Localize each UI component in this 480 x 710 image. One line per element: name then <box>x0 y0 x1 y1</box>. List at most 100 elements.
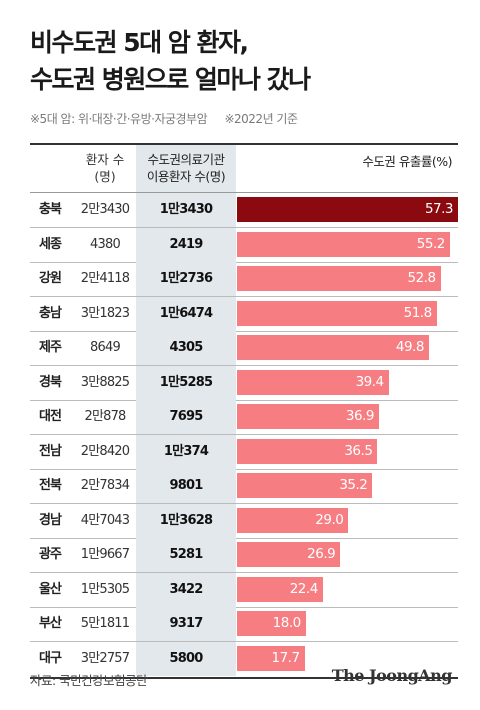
rate-bar: 22.4 <box>237 576 323 602</box>
rate-bar: 52.8 <box>237 266 441 291</box>
table-row: 전남 2만8420 1만374 36.5 <box>30 434 458 469</box>
table-row: 제주 8649 4305 49.8 <box>30 331 458 365</box>
chart-title: 비수도권 5대 암 환자, 수도권 병원으로 얼마나 갔나 <box>30 24 460 98</box>
rate-bar: 18.0 <box>237 611 306 636</box>
region-label: 부산 <box>39 616 62 631</box>
total-patients-cell: 4만7043 <box>80 512 130 528</box>
row-divider <box>30 261 458 263</box>
table-row: 전북 2만7834 9801 35.2 <box>30 469 458 503</box>
outflow-patients-cell: 1만374 <box>136 434 236 469</box>
table-row: 세종 4380 2419 55.2 <box>30 227 458 262</box>
table-row: 광주 1만9667 5281 26.9 <box>30 538 458 572</box>
rate-label: 57.3 <box>424 201 454 217</box>
row-divider <box>30 365 458 366</box>
row-divider <box>30 434 458 435</box>
header-outflow-line-1: 수도권의료기관 <box>147 152 225 167</box>
region-label: 울산 <box>39 581 62 597</box>
outflow-patients-cell: 5800 <box>136 641 236 676</box>
rate-label: 52.8 <box>407 270 437 286</box>
table-row: 충북 2만3430 1만3430 57.3 <box>30 193 458 227</box>
table-row: 대구 3만2757 5800 17.7 <box>30 641 458 676</box>
rate-label: 36.5 <box>344 442 373 459</box>
source-credit: 자료: 국민건강보험공단 <box>30 673 148 688</box>
table-row: 강원 2만4118 1만2736 52.8 <box>30 262 458 296</box>
row-divider <box>30 468 458 470</box>
row-divider <box>30 572 458 573</box>
title-line-2: 수도권 병원으로 얼마나 갔나 <box>30 65 311 94</box>
note-cancer-types: ※5대 암: 위·대장·간·유방·자궁경부암 <box>30 112 208 126</box>
total-patients-cell: 3만2757 <box>80 650 130 666</box>
row-divider <box>30 399 458 401</box>
rate-label: 51.8 <box>403 304 433 321</box>
rate-label: 55.2 <box>416 235 446 252</box>
table-top-rule <box>30 143 458 145</box>
header-outflow-line-2: 이용환자 수(명) <box>146 169 226 184</box>
region-label: 광주 <box>39 547 62 562</box>
table-row: 울산 1만5305 3422 22.4 <box>30 572 458 607</box>
rate-bar: 17.7 <box>237 645 305 671</box>
header-outflow-patients: 수도권의료기관 이용환자 수(명) <box>136 145 236 192</box>
total-patients-cell: 4380 <box>90 236 121 252</box>
region-label: 충남 <box>39 305 62 321</box>
rate-bar: 36.5 <box>237 438 378 464</box>
row-divider <box>30 296 458 297</box>
rate-bar: 57.3 <box>237 197 458 222</box>
total-patients-cell: 8649 <box>90 340 121 355</box>
row-divider <box>30 330 458 332</box>
table-row: 경남 4만7043 1만3628 29.0 <box>30 503 458 538</box>
total-patients-cell: 1만9667 <box>80 547 130 562</box>
row-divider <box>30 641 458 642</box>
rate-bar: 26.9 <box>237 542 341 567</box>
header-total-patients: 환자 수 (명) <box>70 145 140 192</box>
note-base-year: ※2022년 기준 <box>224 112 298 126</box>
region-label: 경북 <box>39 374 62 390</box>
total-patients-cell: 3만8825 <box>80 374 130 390</box>
outflow-patients-cell: 2419 <box>136 227 236 262</box>
outflow-patients-cell: 1만2736 <box>136 262 236 296</box>
outflow-patients-cell: 1만3628 <box>136 503 236 538</box>
total-patients-cell: 3만1823 <box>80 305 130 321</box>
header-outflow-rate: 수도권 유출률(%) <box>362 154 452 169</box>
outflow-patients-cell: 7695 <box>136 400 236 434</box>
region-label: 제주 <box>39 340 62 355</box>
table-bottom-rule <box>30 677 458 679</box>
title-line-1: 비수도권 5대 암 환자, <box>30 28 249 57</box>
rate-bar: 49.8 <box>237 335 429 360</box>
rate-bar: 35.2 <box>237 473 373 498</box>
total-patients-cell: 2만878 <box>84 409 126 424</box>
region-label: 경남 <box>39 512 62 528</box>
total-patients-cell: 1만5305 <box>80 581 130 597</box>
rate-label: 35.2 <box>339 477 368 493</box>
region-label: 충북 <box>39 202 62 217</box>
outflow-patients-cell: 1만5285 <box>136 365 236 400</box>
table-row: 경북 3만8825 1만5285 39.4 <box>30 365 458 400</box>
region-label: 대구 <box>39 650 62 666</box>
row-divider <box>30 537 458 539</box>
region-label: 강원 <box>39 271 62 286</box>
outflow-patients-cell: 1만6474 <box>136 296 236 331</box>
total-patients-cell: 5만1811 <box>80 616 130 631</box>
total-patients-cell: 2만4118 <box>80 271 130 286</box>
total-patients-cell: 2만8420 <box>80 443 130 459</box>
row-divider <box>30 227 458 228</box>
outflow-patients-cell: 9801 <box>136 469 236 503</box>
notes: ※5대 암: 위·대장·간·유방·자궁경부암 ※2022년 기준 <box>30 110 298 127</box>
table-row: 대전 2만878 7695 36.9 <box>30 400 458 434</box>
row-divider <box>30 503 458 504</box>
header-total-line-2: (명) <box>94 169 116 184</box>
header-total-line-1: 환자 수 <box>85 152 125 167</box>
region-label: 대전 <box>39 409 62 424</box>
rate-label: 36.9 <box>345 408 375 424</box>
rate-label: 22.4 <box>289 580 319 597</box>
outflow-patients-cell: 9317 <box>136 607 236 641</box>
outflow-patients-cell: 5281 <box>136 538 236 572</box>
rate-bar: 51.8 <box>237 300 437 326</box>
region-label: 전남 <box>39 443 62 459</box>
row-divider <box>30 606 458 608</box>
total-patients-cell: 2만7834 <box>80 478 130 493</box>
rate-label: 17.7 <box>271 649 301 666</box>
table-row: 부산 5만1811 9317 18.0 <box>30 607 458 641</box>
publisher-logo: The JoongAng <box>331 666 453 685</box>
rate-bar: 55.2 <box>237 231 450 257</box>
outflow-patients-cell: 1만3430 <box>136 193 236 227</box>
